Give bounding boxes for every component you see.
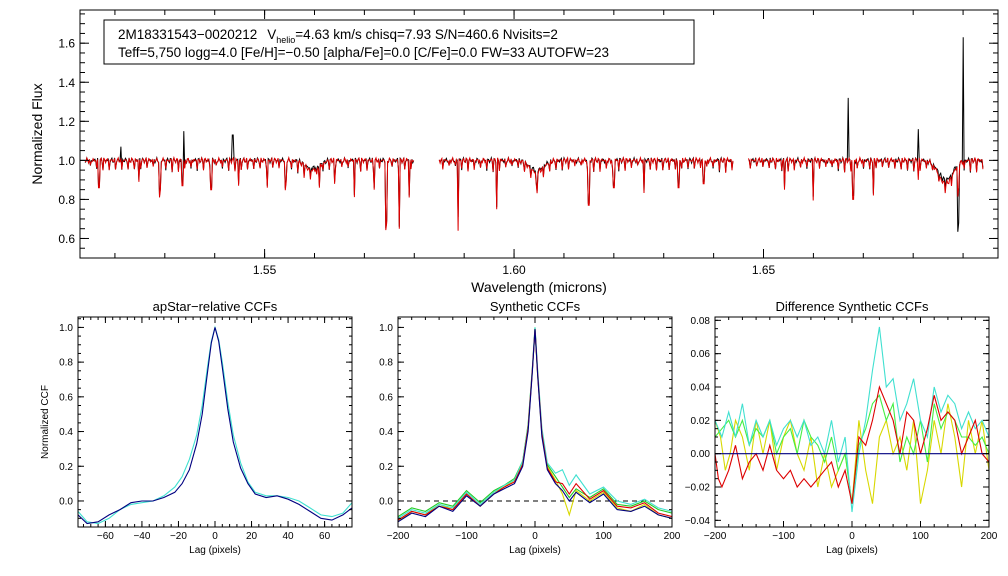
synthetic-ccf-panel: −200 −100 0 100 200 0.0 0.2 0.4 0.6 0.8 1.0 Lag (pi…	[379, 299, 681, 556]
spectrum-xlabel: Wavelength (microns)	[471, 279, 607, 295]
spectrum-series-model	[84, 155, 984, 231]
synthetic-ccf-ytick-label: 0.2	[379, 462, 393, 473]
apstar-ccf-panel: −60 −40 −20 0 20 40 60 0.0 0.2 0.4 0.6 0.8 1.0 Lag (p…	[40, 299, 353, 556]
synthetic-ccf-series-blue	[398, 329, 672, 523]
synthetic-ccf-title: Synthetic CCFs	[490, 299, 581, 314]
synthetic-ccf-ytick-label: 0.6	[379, 392, 393, 403]
apstar-ccf-xtick-label: 0	[212, 531, 218, 542]
difference-ccf-ytick-label: 0.04	[691, 383, 711, 394]
spectrum-plot-area	[84, 37, 984, 232]
synthetic-ccf-series-green	[398, 327, 672, 518]
apstar-ccf-xlabel: Lag (pixels)	[189, 545, 241, 556]
apstar-ccf-title: apStar−relative CCFs	[153, 299, 278, 314]
apstar-ccf-ytick-label: 0.6	[59, 392, 73, 403]
apstar-ccf-xtick-label: −20	[170, 531, 187, 542]
difference-ccf-ytick-label: 0.00	[691, 449, 711, 460]
legend-line-1: 2M18331543−0020212 Vhelio=4.63 km/s chisq…	[118, 27, 558, 45]
apstar-ccf-ylabel: Normalized CCF	[40, 385, 51, 459]
synthetic-ccf-series-cyan	[398, 327, 672, 519]
difference-ccf-ytick-label: 0.08	[691, 316, 711, 327]
apstar-ccf-xtick-label: 20	[246, 531, 258, 542]
apstar-ccf-frame	[77, 316, 353, 528]
legend-line-2: Teff=5,750 logg=4.0 [Fe/H]=−0.50 [alpha/…	[118, 45, 609, 60]
apstar-ccf-xtick-label: −60	[97, 531, 114, 542]
difference-ccf-series-red	[715, 385, 989, 504]
synthetic-ccf-xtick-label: 100	[595, 531, 612, 542]
synthetic-ccf-frame	[397, 316, 673, 528]
apstar-ccf-ytick-label: 0.0	[59, 496, 73, 507]
difference-ccf-xlabel: Lag (pixels)	[826, 545, 878, 556]
spectrum-frame	[79, 9, 999, 259]
spectrum-xtick-label: 1.60	[502, 263, 526, 277]
difference-ccf-ytick-label: −0.04	[685, 516, 711, 527]
apstar-ccf-series-cyan	[78, 325, 352, 525]
difference-ccf-ytick-label: 0.06	[691, 349, 711, 360]
synthetic-ccf-xlabel: Lag (pixels)	[509, 545, 561, 556]
difference-ccf-panel: −200 −100 0 100 200 −0.04 −0.02 0.00 0.02 0.04 0.0…	[685, 299, 998, 556]
synthetic-ccf-ytick-label: 0.0	[379, 496, 393, 507]
spectrum-series-observed	[84, 37, 984, 232]
spectrum-ylabel: Normalized Flux	[29, 83, 45, 184]
apstar-ccf-xtick-label: 40	[283, 531, 295, 542]
synthetic-ccf-xtick-label: −200	[387, 531, 410, 542]
spectrum-ytick-label: 1.2	[58, 115, 75, 129]
synthetic-ccf-series-yellow	[398, 330, 672, 523]
apstar-ccf-series-blue	[78, 327, 352, 525]
spectrum-legend: 2M18331543−0020212 Vhelio=4.63 km/s chisq…	[103, 19, 695, 65]
spectrum-xtick-label: 1.55	[253, 263, 277, 277]
synthetic-ccf-xtick-label: 200	[664, 531, 681, 542]
apstar-ccf-xtick-label: −40	[133, 531, 150, 542]
apstar-ccf-ytick-label: 0.8	[59, 358, 73, 369]
legend-star: 2M18331543−0020212	[118, 27, 257, 42]
synthetic-ccf-plot-area	[398, 327, 672, 523]
apstar-ccf-xtick-label: 60	[319, 531, 331, 542]
difference-ccf-xtick-label: −200	[704, 531, 727, 542]
spectrum-ytick-label: 0.8	[58, 193, 75, 207]
synthetic-ccf-ytick-label: 0.4	[379, 427, 393, 438]
spectrum-ytick-label: 0.6	[58, 232, 75, 246]
difference-ccf-xtick-label: 0	[849, 531, 855, 542]
difference-ccf-xtick-label: 200	[981, 531, 998, 542]
difference-ccf-xtick-label: 100	[912, 531, 929, 542]
synthetic-ccf-series-red	[398, 329, 672, 521]
apstar-ccf-ytick-label: 0.2	[59, 462, 73, 473]
spectrum-panel: 1.55 1.60 1.65 0.6 0.8 1.0 1.2 1.4 1.6 Wavelength…	[29, 9, 999, 295]
apstar-ccf-ytick-label: 0.4	[59, 427, 73, 438]
difference-ccf-xtick-label: −100	[772, 531, 795, 542]
apstar-ccf-ytick-label: 1.0	[59, 323, 73, 334]
legend-v-prefix: V	[267, 27, 276, 42]
legend-v-stats: =4.63 km/s chisq=7.93 S/N=460.6 Nvisits=…	[295, 27, 558, 42]
synthetic-ccf-xtick-label: 0	[532, 531, 538, 542]
apstar-ccf-plot-area	[78, 325, 352, 525]
synthetic-ccf-xtick-label: −100	[455, 531, 478, 542]
difference-ccf-plot-area	[715, 326, 989, 513]
difference-ccf-series-cyan	[715, 326, 989, 513]
synthetic-ccf-ytick-label: 0.8	[379, 358, 393, 369]
spectrum-ytick-label: 1.0	[58, 154, 75, 168]
spectrum-ytick-label: 1.4	[58, 76, 75, 90]
synthetic-ccf-ytick-label: 1.0	[379, 323, 393, 334]
difference-ccf-ytick-label: −0.02	[685, 483, 711, 494]
difference-ccf-ytick-label: 0.02	[691, 416, 711, 427]
spectrum-xtick-label: 1.65	[752, 263, 776, 277]
spectrum-ytick-label: 1.6	[58, 37, 75, 51]
difference-ccf-title: Difference Synthetic CCFs	[776, 299, 929, 314]
legend-v-subscript: helio	[276, 35, 295, 45]
